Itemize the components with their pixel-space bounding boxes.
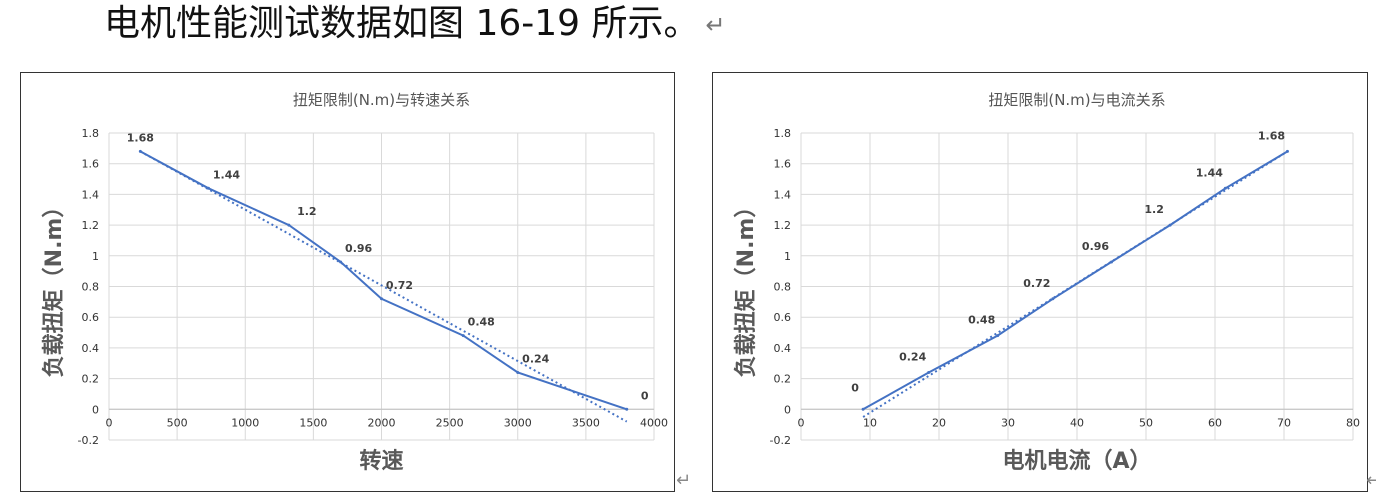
data-label: 0 (641, 389, 649, 402)
y-axis-title: 负载扭矩（N.m） (733, 196, 759, 378)
y-tick-label: 1.8 (774, 127, 792, 140)
y-tick-label: 0 (784, 403, 791, 416)
data-label: 0.96 (345, 242, 372, 255)
y-tick-label: 1.4 (774, 188, 792, 201)
data-point (287, 223, 291, 227)
chart-title: 扭矩限制(N.m)与电流关系 (988, 91, 1165, 109)
series-line (139, 150, 628, 411)
y-axis-title: 负载扭矩（N.m） (41, 196, 67, 378)
data-label: 0.48 (968, 314, 995, 327)
x-tick-label: 60 (1208, 416, 1222, 429)
data-label: 0.48 (468, 316, 495, 329)
chart-current-frame: 扭矩限制(N.m)与电流关系 -0.2 0 0.2 0.4 0.6 0.8 1 1.2 1.4 1.… (712, 72, 1368, 492)
x-tick-label: 1000 (231, 416, 259, 429)
data-label: 1.68 (127, 131, 154, 144)
caption-text: 电机性能测试数据如图 16-19 所示。 (104, 3, 700, 44)
x-tick-label: 40 (1070, 416, 1084, 429)
data-point (996, 334, 1000, 338)
y-tick-label: 1 (92, 250, 99, 263)
data-point (625, 407, 629, 411)
data-point (927, 370, 931, 374)
data-label: 0 (851, 381, 859, 394)
data-point (1223, 186, 1227, 190)
return-mark-icon: ↵ (1366, 470, 1376, 491)
data-label: 0.96 (1082, 240, 1109, 253)
x-tick-label: 2000 (368, 416, 396, 429)
chart-title: 扭矩限制(N.m)与转速关系 (293, 91, 470, 109)
y-tick-label: 0.2 (82, 373, 100, 386)
data-point (461, 334, 465, 338)
x-tick-label: 3000 (504, 416, 532, 429)
y-tick-label: 0.2 (774, 373, 792, 386)
y-tick-label: 0.6 (774, 311, 792, 324)
data-label: 0.24 (522, 352, 549, 365)
data-point (516, 370, 520, 374)
return-mark-icon: ↵ (705, 11, 726, 39)
x-axis-title: 电机电流（A） (1002, 448, 1151, 474)
data-label: 1.44 (213, 168, 240, 181)
x-tick-label: 3500 (572, 416, 600, 429)
y-tick-label: 0 (92, 403, 99, 416)
data-point (861, 407, 865, 411)
y-tick-label: 1.6 (774, 158, 792, 171)
data-point (339, 260, 343, 264)
y-tick-label: -0.2 (78, 434, 99, 447)
data-point (1110, 260, 1113, 264)
data-point (1051, 297, 1055, 301)
data-point (206, 186, 210, 190)
data-point (1285, 149, 1289, 153)
x-tick-label: 2500 (436, 416, 464, 429)
series-line (862, 150, 1289, 411)
x-tick-label: 80 (1346, 416, 1360, 429)
data-label: 0.24 (899, 350, 926, 363)
x-tick-label: 4000 (640, 416, 668, 429)
x-tick-label: 30 (1001, 416, 1015, 429)
y-tick-label: 0.4 (774, 342, 792, 355)
y-tick-label: 0.4 (82, 342, 100, 355)
y-tick-label: 0.8 (774, 281, 792, 294)
y-tick-label: 0.6 (82, 311, 100, 324)
y-tick-label: 1.4 (82, 188, 100, 201)
data-label: 1.68 (1258, 129, 1285, 142)
y-tick-label: -0.2 (770, 434, 791, 447)
data-label: 1.2 (297, 205, 317, 218)
return-mark-icon: ↵ (676, 470, 692, 491)
x-tick-label: 10 (863, 416, 877, 429)
y-tick-label: 1.2 (774, 219, 792, 232)
chart-speed-frame: 扭矩限制(N.m)与转速关系 -0.2 0 0.2 0.4 0.6 0.8 1 1.2 1.4 1.… (20, 72, 675, 492)
x-tick-label: 1500 (299, 416, 327, 429)
y-tick-label: 1 (784, 250, 791, 263)
x-tick-label: 500 (167, 416, 188, 429)
x-tick-label: 70 (1277, 416, 1291, 429)
data-point (138, 149, 142, 153)
y-tick-label: 1.6 (82, 158, 100, 171)
data-label: 0.72 (386, 279, 413, 292)
x-tick-label: 0 (798, 416, 805, 429)
data-point (380, 297, 383, 301)
y-tick-label: 1.8 (82, 127, 100, 140)
x-tick-label: 50 (1139, 416, 1153, 429)
x-tick-label: 20 (932, 416, 946, 429)
chart-torque-vs-speed: 扭矩限制(N.m)与转速关系 -0.2 0 0.2 0.4 0.6 0.8 1 1.2 1.4 1.… (41, 91, 668, 474)
document-caption: 电机性能测试数据如图 16-19 所示。 ↵ (104, 2, 726, 47)
x-axis-title: 转速 (359, 448, 403, 474)
data-label: 0.72 (1023, 277, 1050, 290)
data-label: 1.2 (1144, 203, 1164, 216)
y-tick-label: 1.2 (82, 219, 100, 232)
data-label: 1.44 (1196, 166, 1223, 179)
x-tick-label: 0 (106, 416, 113, 429)
chart-torque-vs-current: 扭矩限制(N.m)与电流关系 -0.2 0 0.2 0.4 0.6 0.8 1 1.2 1.4 1.… (733, 91, 1360, 474)
y-tick-label: 0.8 (82, 281, 100, 294)
data-point (1168, 223, 1172, 227)
